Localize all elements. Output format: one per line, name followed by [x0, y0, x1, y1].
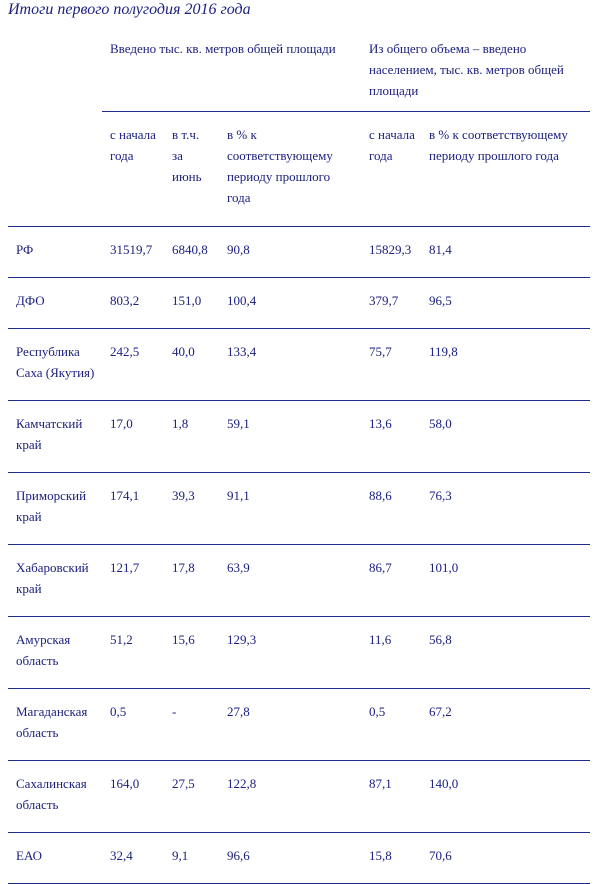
value-cell: 70,6: [421, 832, 591, 884]
value-cell: 88,6: [361, 472, 422, 545]
value-cell: 129,3: [219, 616, 362, 689]
table-row: Приморский край 174,1 39,3 91,1 88,6 76,3: [8, 472, 591, 545]
group-header: Из общего объема – введено населением, т…: [361, 38, 591, 112]
value-cell: 81,4: [421, 226, 591, 278]
value-cell: 32,4: [102, 832, 164, 884]
column-header-row: с начала года в т.ч. за июнь в % к соответ…: [8, 111, 591, 227]
region-cell: Амурская область: [8, 616, 102, 689]
region-cell: РФ: [8, 226, 102, 278]
region-cell: Республика Саха (Якутия): [8, 328, 102, 401]
table-row: Камчатский край 17,0 1,8 59,1 13,6 58,0: [8, 400, 591, 473]
title: Итоги первого полугодия 2016 года: [8, 1, 251, 18]
value-cell: 56,8: [421, 616, 591, 689]
value-cell: 39,3: [164, 472, 219, 545]
value-cell: 100,4: [219, 277, 362, 329]
region-cell: Приморский край: [8, 472, 102, 545]
table: Введено тыс. кв. метров общей площади Из …: [8, 38, 591, 884]
column-header: в % к соответствующему периоду прошлого …: [421, 111, 591, 227]
region-cell: ДФО: [8, 277, 102, 329]
region-cell: Магаданская область: [8, 688, 102, 761]
value-cell: 379,7: [361, 277, 422, 329]
value-cell: 96,5: [421, 277, 591, 329]
table-row: Магаданская область 0,5-27,8 0,5 67,2: [8, 688, 591, 761]
value-cell: 59,1: [219, 400, 362, 473]
value-cell: -: [164, 688, 219, 761]
value-cell: 51,2: [102, 616, 164, 689]
value-cell: 151,0: [164, 277, 219, 329]
value-cell: 67,2: [421, 688, 591, 761]
value-cell: 101,0: [421, 544, 591, 617]
value-cell: 140,0: [421, 760, 591, 833]
value-cell: 9,1: [164, 832, 219, 884]
value-cell: 75,7: [361, 328, 422, 401]
value-cell: 58,0: [421, 400, 591, 473]
value-cell: 91,1: [219, 472, 362, 545]
table-row: РФ 31519,7 6840,8 90,8 15829,3 81,4: [8, 226, 591, 278]
value-cell: 40,0: [164, 328, 219, 401]
empty-cell: [8, 38, 102, 112]
value-cell: 121,7: [102, 544, 164, 617]
column-header: с начала года: [361, 111, 422, 227]
value-cell: 6840,8: [164, 226, 219, 278]
group-header-row: Введено тыс. кв. метров общей площади Из …: [8, 38, 591, 112]
value-cell: 174,1: [102, 472, 164, 545]
value-cell: 17,8: [164, 544, 219, 617]
value-cell: 13,6: [361, 400, 422, 473]
region-cell: ЕАО: [8, 832, 102, 884]
table-row: Республика Саха (Якутия) 242,5 40,0 133,4 75…: [8, 328, 591, 401]
value-cell: 122,8: [219, 760, 362, 833]
value-cell: 15829,3: [361, 226, 422, 278]
group-header: Введено тыс. кв. метров общей площади: [102, 38, 362, 112]
value-cell: 15,6: [164, 616, 219, 689]
value-cell: 15,8: [361, 832, 422, 884]
value-cell: 803,2: [102, 277, 164, 329]
table-row: ЕАО 32,4 9,1 96,6 15,8 70,6: [8, 832, 591, 884]
table-row: ДФО 803,2 151,0 100,4 379,7 96,5: [8, 277, 591, 329]
value-cell: 96,6: [219, 832, 362, 884]
value-cell: 164,0: [102, 760, 164, 833]
value-cell: 242,5: [102, 328, 164, 401]
column-header: с начала года: [102, 111, 164, 227]
value-cell: 90,8: [219, 226, 362, 278]
value-cell: 0,5: [361, 688, 422, 761]
table-row: Амурская область 51,2 15,6 129,3 11,6 56,8: [8, 616, 591, 689]
value-cell: 17,0: [102, 400, 164, 473]
value-cell: 31519,7: [102, 226, 164, 278]
region-cell: Хабаровский край: [8, 544, 102, 617]
value-cell: 1,8: [164, 400, 219, 473]
value-cell: 63,9: [219, 544, 362, 617]
value-cell: 76,3: [421, 472, 591, 545]
value-cell: 87,1: [361, 760, 422, 833]
region-cell: Камчатский край: [8, 400, 102, 473]
value-cell: 119,8: [421, 328, 591, 401]
region-cell: Сахалинская область: [8, 760, 102, 833]
column-header: в % к соответствующему периоду прошлого …: [219, 111, 362, 227]
value-cell: 27,5: [164, 760, 219, 833]
value-cell: 0,5: [102, 688, 164, 761]
value-cell: 133,4: [219, 328, 362, 401]
empty-cell: [8, 111, 102, 227]
table-row: Хабаровский край 121,7 17,8 63,9 86,7 101,0: [8, 544, 591, 617]
value-cell: 11,6: [361, 616, 422, 689]
value-cell: 27,8: [219, 688, 362, 761]
value-cell: 86,7: [361, 544, 422, 617]
table-row: Сахалинская область 164,0 27,5 122,8 87,1 140…: [8, 760, 591, 833]
column-header: в т.ч. за июнь: [164, 111, 219, 227]
